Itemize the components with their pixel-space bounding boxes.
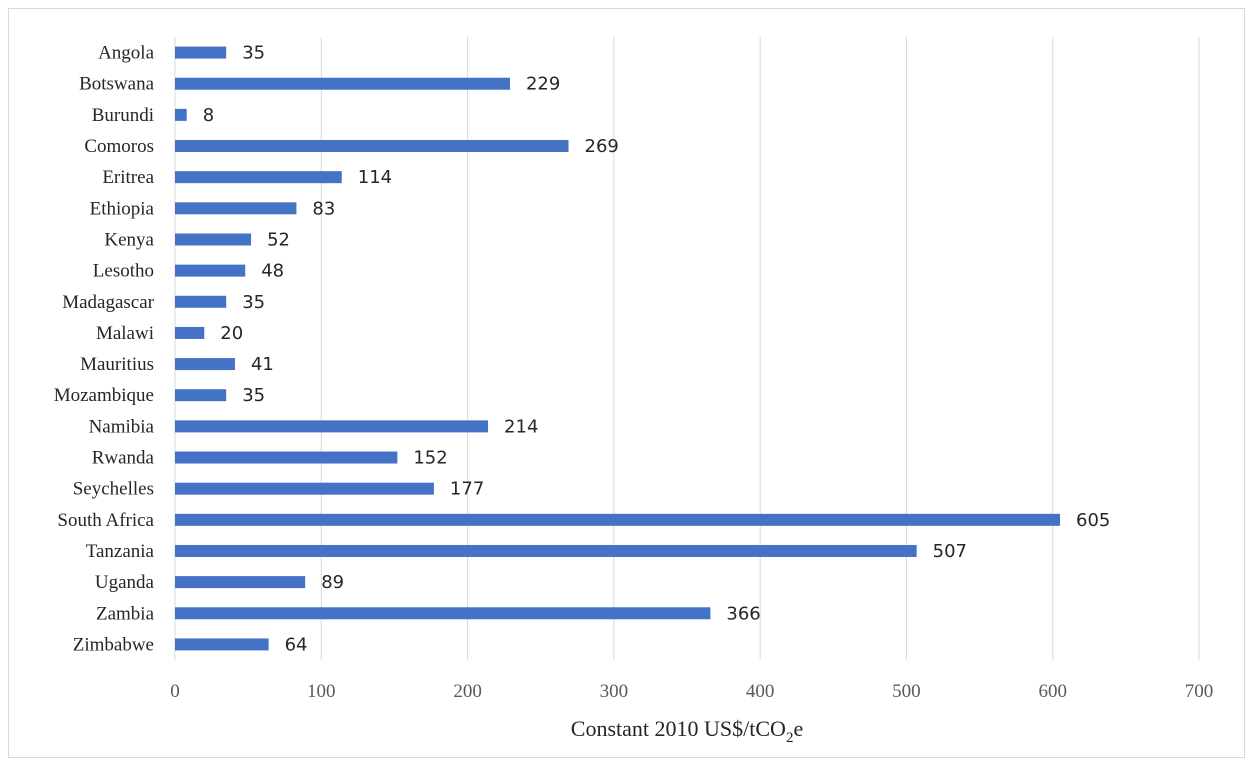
bars [175,46,1061,651]
bar-ethiopia [175,202,297,215]
bar-zimbabwe [175,638,269,651]
category-label: Zimbabwe [73,634,154,655]
x-tick-label: 200 [453,681,482,702]
category-label: Malawi [96,323,154,344]
data-label: 229 [526,74,560,95]
category-label: Mauritius [80,354,154,375]
category-label: Ethiopia [90,198,155,219]
category-label: Kenya [104,229,154,250]
data-label: 269 [585,136,619,157]
data-label: 366 [726,603,760,624]
data-label: 214 [504,416,538,437]
x-axis-title-suffix: e [793,716,803,741]
category-label: Comoros [84,136,154,157]
bar-mozambique [175,389,227,402]
data-label: 605 [1076,510,1110,531]
x-tick-label: 600 [1038,681,1067,702]
bar-lesotho [175,264,246,277]
category-label: Botswana [79,74,155,95]
x-axis-title-subscript: 2 [786,730,794,746]
bar-rwanda [175,451,398,464]
data-label: 20 [220,323,243,344]
category-label: Burundi [92,105,154,126]
bar-burundi [175,108,187,121]
x-tick-label: 400 [746,681,775,702]
data-label: 507 [933,541,967,562]
bar-uganda [175,576,306,589]
data-label: 114 [358,167,392,188]
bar-namibia [175,420,489,433]
bar-mauritius [175,358,235,371]
data-label: 64 [285,634,308,655]
x-axis-title: Constant 2010 US$/tCO2e [571,716,803,746]
value-axis-tick-labels: 0 100 200 300 400 500 600 700 [170,681,1213,702]
x-tick-label: 700 [1185,681,1214,702]
bar-comoros [175,140,569,153]
x-tick-label: 100 [307,681,336,702]
category-label: Uganda [95,572,155,593]
x-tick-label: 500 [892,681,921,702]
data-label: 83 [312,198,335,219]
data-label: 152 [413,448,447,469]
category-label: Lesotho [93,261,154,282]
bar-tanzania [175,544,917,557]
category-label: Mozambique [54,385,154,406]
bar-malawi [175,326,205,339]
data-label: 35 [242,43,265,64]
data-label: 89 [321,572,344,593]
gridlines [174,37,1200,660]
category-axis-labels: Angola Botswana Burundi Comoros Eritrea Ethio… [54,43,155,656]
category-label: Eritrea [102,167,154,188]
bar-kenya [175,233,252,246]
chart-frame [8,8,1245,758]
x-axis-title-main: Constant 2010 US$/tCO [571,716,786,741]
bar-eritrea [175,171,342,184]
data-label: 35 [242,385,265,406]
data-label: 8 [203,105,214,126]
category-label: Namibia [89,416,155,437]
bar-seychelles [175,482,434,495]
data-label: 52 [267,229,290,250]
category-label: South Africa [57,510,154,531]
category-label: Madagascar [62,292,154,313]
x-tick-label: 0 [170,681,180,702]
bar-botswana [175,77,510,90]
bar-angola [175,46,227,59]
data-label: 41 [251,354,274,375]
data-label: 35 [242,292,265,313]
bar-madagascar [175,295,227,308]
category-label: Angola [98,43,155,64]
bar-south-africa [175,513,1061,526]
category-label: Tanzania [86,541,155,562]
bar-zambia [175,607,711,620]
data-label: 177 [450,479,484,500]
x-tick-label: 300 [600,681,629,702]
category-label: Seychelles [73,479,154,500]
category-label: Zambia [96,603,155,624]
category-label: Rwanda [92,448,155,469]
data-label: 48 [261,261,284,282]
